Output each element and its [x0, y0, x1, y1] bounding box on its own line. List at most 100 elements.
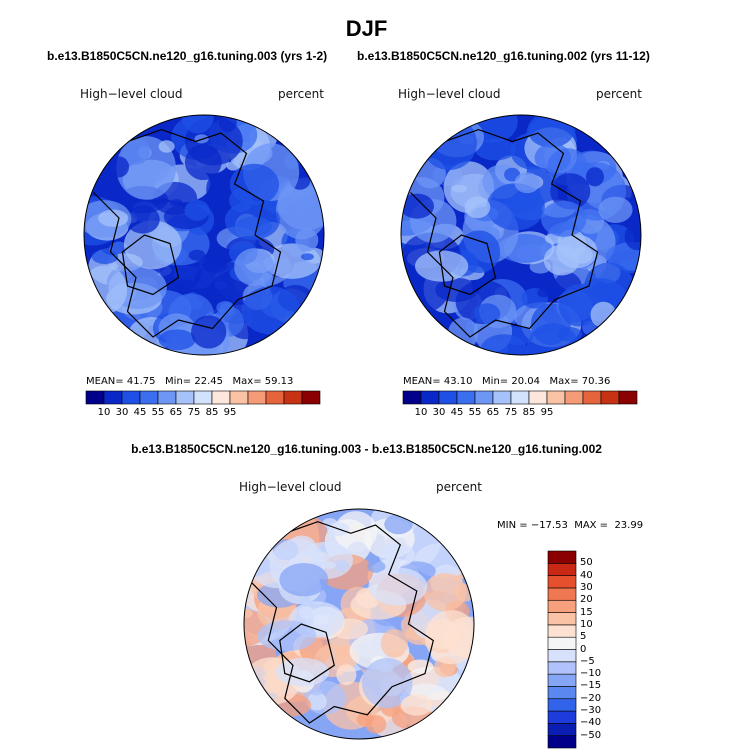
- colorbar-tick-label: 95: [223, 407, 237, 418]
- map-field-patch: [474, 303, 501, 325]
- colorbar-box: [547, 686, 577, 700]
- diff-colorbar-ticks: 50 40 30 20 15 10 5 0 −5 −10 −15 −20 −30 −40 −50: [578, 551, 618, 748]
- map-field-patch: [184, 199, 210, 221]
- colorbar-box: [283, 390, 303, 405]
- colorbar-tick-label: 40: [580, 569, 593, 581]
- map-field-patch: [479, 334, 528, 355]
- map-field-patch: [384, 514, 413, 535]
- map-field-patch: [184, 144, 222, 181]
- map-field-patch: [486, 183, 545, 231]
- diff-min: −17.53: [530, 520, 568, 531]
- map-field-patch: [458, 230, 501, 274]
- colorbar-box: [157, 390, 177, 405]
- map-field-patch: [173, 279, 195, 291]
- panel2-min: 20.04: [511, 376, 540, 387]
- map-field-patch: [181, 115, 214, 134]
- colorbar-tick-label: −40: [580, 717, 602, 729]
- map-field-patch: [309, 688, 323, 696]
- colorbar-box: [510, 390, 530, 405]
- colorbar-box: [547, 649, 577, 663]
- map-field-patch: [367, 559, 386, 573]
- right-case-title: b.e13.B1850C5CN.ne120_g16.tuning.002 (yr…: [357, 49, 650, 63]
- main-title: DJF: [345, 16, 388, 41]
- colorbar-box: [193, 390, 213, 405]
- colorbar-tick-label: 55: [468, 407, 482, 418]
- map-field-patch: [541, 200, 587, 237]
- colorbar-tick-label: −20: [580, 692, 602, 704]
- colorbar-box: [547, 698, 577, 712]
- map-field-patch: [229, 163, 279, 206]
- colorbar-tick-label: −5: [580, 655, 595, 667]
- colorbar-tick-label: 10: [414, 407, 428, 418]
- map-field-patch: [191, 315, 227, 349]
- colorbar-box: [618, 390, 638, 405]
- map-field-patch: [188, 249, 206, 261]
- colorbar-box: [420, 390, 440, 405]
- colorbar-box: [547, 563, 577, 576]
- panel1-colorbar: [85, 390, 321, 405]
- panel2-units-label: percent: [596, 87, 642, 101]
- colorbar-box: [564, 390, 584, 405]
- map-field-patch: [295, 228, 319, 252]
- map-field-patch: [605, 242, 641, 271]
- colorbar-box: [211, 390, 231, 405]
- greenland-outline: [438, 234, 497, 296]
- colorbar-tick-label: −10: [580, 668, 602, 680]
- map-border: [243, 508, 475, 740]
- map-field-patch: [125, 205, 160, 234]
- diff-stats: MIN = −17.53 MAX = 23.99: [497, 520, 644, 531]
- map-field-patch: [474, 138, 517, 161]
- colorbar-tick-label: 30: [432, 407, 446, 418]
- map-field-patch: [98, 209, 129, 227]
- map-field-patch: [598, 196, 633, 223]
- map-field-patch: [421, 115, 477, 171]
- map-field-patch: [558, 284, 600, 327]
- colorbar-tick-label: 10: [580, 618, 593, 630]
- colorbar-box: [547, 735, 577, 749]
- panel1-units-label: percent: [278, 87, 324, 101]
- map-field-patch: [514, 172, 540, 194]
- map-field-patch: [627, 208, 641, 226]
- colorbar-box: [265, 390, 285, 405]
- panel2-map: [400, 114, 642, 356]
- colorbar-tick-label: 10: [97, 407, 111, 418]
- map-field-patch: [400, 694, 433, 716]
- diff-map: [243, 508, 475, 740]
- colorbar-tick-label: −30: [580, 705, 602, 717]
- map-field-patch: [528, 116, 574, 148]
- map-field-patch: [279, 562, 329, 597]
- map-field-patch: [224, 200, 280, 240]
- diff-title: b.e13.B1850C5CN.ne120_g16.tuning.003 - b…: [131, 442, 602, 456]
- greenland-outline: [121, 234, 180, 296]
- colorbar-box: [121, 390, 141, 405]
- panel2-stats: MEAN= 43.10 Min= 20.04 Max= 70.36: [403, 376, 611, 387]
- map-field-patch: [368, 567, 428, 606]
- colorbar-box: [547, 587, 577, 601]
- colorbar-tick-label: 45: [133, 407, 147, 418]
- colorbar-box: [528, 390, 548, 405]
- panel1-variable-label: High−level cloud: [80, 87, 183, 101]
- map-field-patch: [84, 265, 128, 315]
- map-field-patch: [91, 249, 119, 265]
- colorbar-tick-label: −50: [580, 729, 602, 741]
- colorbar-box: [103, 390, 123, 405]
- map-field-patch: [275, 184, 324, 240]
- colorbar-tick-label: 20: [580, 594, 593, 606]
- map-field-patch: [537, 287, 551, 298]
- panel2-mean: 43.10: [443, 376, 473, 387]
- diff-units-label: percent: [436, 480, 482, 494]
- colorbar-box: [139, 390, 159, 405]
- panel2-max: 70.36: [581, 376, 611, 387]
- colorbar-box: [547, 599, 577, 613]
- colorbar-box: [600, 390, 620, 405]
- colorbar-box: [474, 390, 494, 405]
- colorbar-box: [547, 710, 577, 724]
- map-field-patch: [244, 608, 253, 619]
- panel2-colorbar: [402, 390, 638, 405]
- colorbar-tick-label: 65: [486, 407, 500, 418]
- colorbar-box: [247, 390, 267, 405]
- map-field-patch: [108, 156, 130, 178]
- panel1-colorbar-ticks: 10 30 45 55 65 75 85 95: [86, 407, 320, 421]
- coastline: [93, 128, 282, 338]
- panel2-variable-label: High−level cloud: [398, 87, 501, 101]
